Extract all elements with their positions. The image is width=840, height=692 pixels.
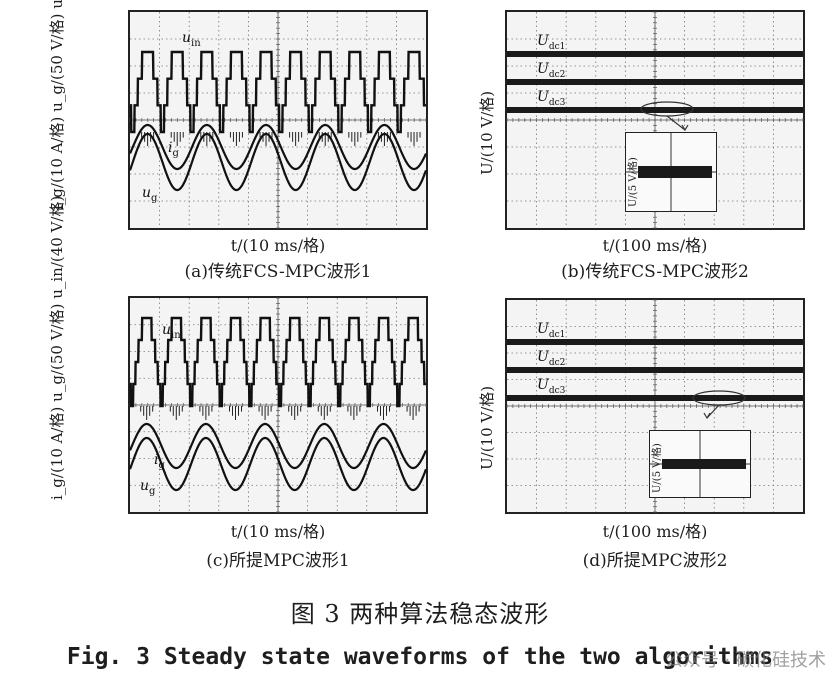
series-u-dc3 (507, 107, 803, 113)
series-u-in (129, 316, 426, 408)
label-u-in: uin (182, 30, 201, 49)
inset-svg (650, 431, 750, 497)
zoom-inset: U/(5 V/格) (649, 430, 751, 498)
figure-title-en: Fig. 3 Steady state waveforms of the two… (66, 644, 774, 670)
panel-a-xlabel: t/(10 ms/格) (230, 236, 326, 255)
series-u-dc1 (507, 51, 803, 57)
panel-a-ylabel: i_g/(10 A/格) u_g/(50 V/格) u_in/(40 V/格) (48, 0, 66, 210)
series-u-in (129, 50, 426, 134)
panel-d-ylabel: U/(10 V/格) (478, 385, 496, 470)
series-u-g (128, 132, 428, 192)
series-u-dc2 (507, 79, 803, 85)
zoom-inset: U/(5 V/格) (625, 132, 717, 212)
zoom-arrow-head (681, 124, 689, 132)
inset-svg (626, 133, 716, 211)
label-i-g: ig (154, 452, 165, 471)
inset-trace (662, 459, 746, 469)
zoom-arrow (666, 115, 686, 131)
series-u-dc3 (507, 395, 803, 401)
series-u-dc1 (507, 339, 803, 345)
panel-c-caption: (c)所提MPC波形1 (206, 551, 350, 571)
panel-b-xlabel: t/(100 ms/格) (602, 236, 708, 255)
zoom-arrow-head (703, 412, 711, 420)
figure-title-cn: 图 3 两种算法稳态波形 (290, 600, 550, 628)
panel-d-plot: Udc1 Udc2 Udc3 U/(5 V/格) (505, 298, 805, 514)
panel-d-caption: (d)所提MPC波形2 (582, 551, 728, 571)
panel-a-plot: uin ig ug (128, 10, 428, 230)
panel-b-plot: Udc1 Udc2 Udc3 U/(5 V/格) (505, 10, 805, 230)
series-i-g (128, 123, 428, 171)
series-i-g (128, 422, 428, 470)
panel-c-ylabel: i_g/(10 A/格) u_g/(50 V/格) u_in/(40 V/格) (48, 195, 66, 500)
watermark: 公众号 · 碳化硅技术 (664, 650, 826, 671)
label-u-dc1: Udc1 (537, 33, 565, 52)
label-u-dc1: Udc1 (537, 321, 565, 340)
inset-trace (638, 166, 712, 178)
label-i-g: ig (168, 140, 179, 159)
series-u-dc2 (507, 367, 803, 373)
panel-b-caption: (b)传统FCS-MPC波形2 (561, 262, 749, 282)
label-u-g: ug (140, 478, 156, 497)
label-u-dc2: Udc2 (537, 349, 565, 368)
panel-d-xlabel: t/(100 ms/格) (602, 522, 708, 541)
label-u-dc2: Udc2 (537, 61, 565, 80)
panel-c-xlabel: t/(10 ms/格) (230, 522, 326, 541)
panel-a-caption: (a)传统FCS-MPC波形1 (184, 262, 372, 282)
zoom-arrow (706, 404, 720, 419)
panel-b-ylabel: U/(10 V/格) (478, 90, 496, 175)
panel-c-plot: uin ig ug (128, 296, 428, 514)
label-u-dc3: Udc3 (537, 89, 566, 108)
series-u-g (128, 436, 428, 492)
